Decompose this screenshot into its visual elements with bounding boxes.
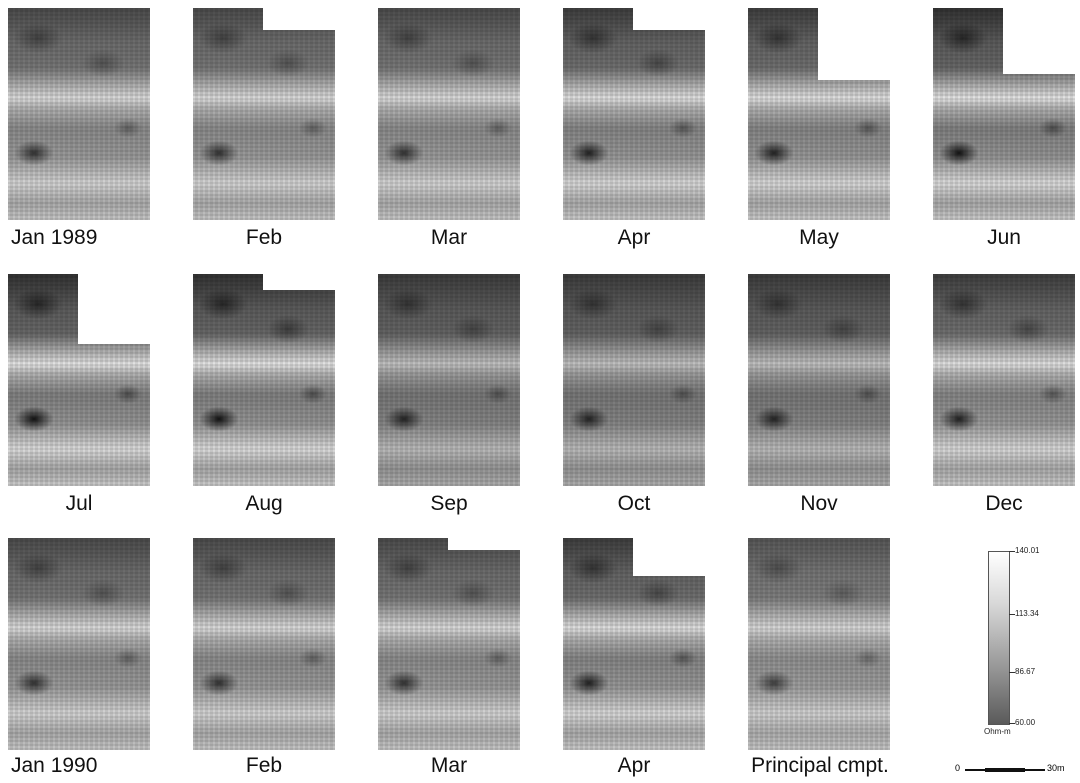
label-principal-component: Principal cmpt. — [751, 754, 889, 777]
map-feb-1989 — [193, 8, 335, 220]
map-may-1989 — [748, 8, 890, 220]
map-nov-1989 — [748, 274, 890, 486]
map-dec-1989 — [933, 274, 1075, 486]
map-apr-1990 — [563, 538, 705, 750]
legend-colorbar — [988, 551, 1010, 725]
legend-label-max: 140.01 — [1015, 546, 1040, 555]
map-jul-1989 — [8, 274, 150, 486]
legend-tick — [1009, 723, 1015, 724]
legend-label-upper: 113.34 — [1015, 609, 1039, 618]
map-aug-1989 — [193, 274, 335, 486]
label-mar-1989: Mar — [430, 226, 468, 249]
resistivity-legend: 140.01 113.34 86.67 60.00 Ohm-m — [970, 545, 1080, 745]
map-oct-1989 — [563, 274, 705, 486]
legend-tick — [1009, 614, 1015, 615]
label-feb-1990: Feb — [245, 754, 283, 777]
label-oct-1989: Oct — [617, 492, 651, 515]
map-jan-1990 — [8, 538, 150, 750]
scale-bar-end: 30m — [1047, 763, 1065, 773]
label-dec-1989: Dec — [985, 492, 1023, 515]
label-jun-1989: Jun — [987, 226, 1021, 249]
scale-bar-start: 0 — [955, 763, 961, 773]
legend-label-lower: 86.67 — [1015, 667, 1036, 676]
label-jul-1989: Jul — [65, 492, 93, 515]
label-feb-1989: Feb — [245, 226, 283, 249]
label-jan-1990: Jan 1990 — [11, 754, 98, 777]
label-nov-1989: Nov — [800, 492, 838, 515]
map-principal-component — [748, 538, 890, 750]
scale-bar-segment — [985, 768, 1025, 772]
map-jan-1989 — [8, 8, 150, 220]
label-apr-1989: Apr — [617, 226, 651, 249]
scale-bar: 0 30m — [955, 762, 1075, 778]
map-mar-1989 — [378, 8, 520, 220]
legend-unit: Ohm-m — [984, 727, 1011, 736]
label-jan-1989: Jan 1989 — [11, 226, 98, 249]
legend-tick — [1009, 551, 1015, 552]
map-feb-1990 — [193, 538, 335, 750]
map-sep-1989 — [378, 274, 520, 486]
label-mar-1990: Mar — [430, 754, 468, 777]
label-sep-1989: Sep — [430, 492, 468, 515]
map-mar-1990 — [378, 538, 520, 750]
legend-label-min: 60.00 — [1015, 718, 1036, 727]
map-jun-1989 — [933, 8, 1075, 220]
legend-tick — [1009, 672, 1015, 673]
map-apr-1989 — [563, 8, 705, 220]
label-apr-1990: Apr — [617, 754, 651, 777]
label-may-1989: May — [799, 226, 839, 249]
label-aug-1989: Aug — [245, 492, 283, 515]
